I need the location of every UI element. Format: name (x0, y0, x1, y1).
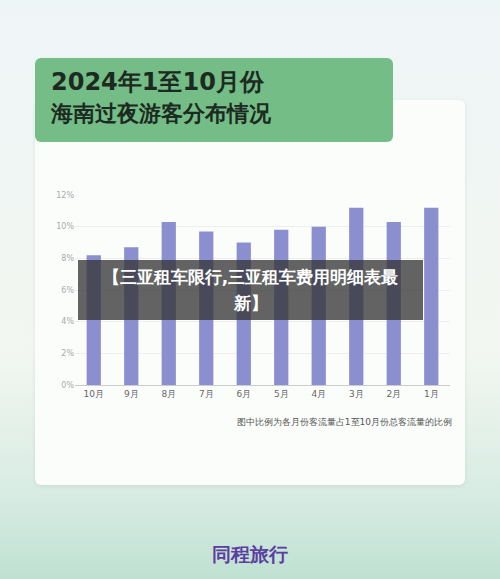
svg-text:7月: 7月 (199, 389, 214, 399)
svg-text:2月: 2月 (386, 389, 401, 399)
svg-text:6月: 6月 (236, 389, 251, 399)
svg-text:1月: 1月 (424, 389, 439, 399)
svg-text:5月: 5月 (274, 389, 289, 399)
svg-text:10月: 10月 (84, 389, 104, 399)
svg-text:10%: 10% (56, 222, 74, 231)
svg-text:4%: 4% (61, 317, 74, 326)
svg-text:4月: 4月 (311, 389, 326, 399)
html-text:2024年1至10月份: 2024年1至10月份 (51, 68, 264, 96)
svg-text:8月: 8月 (161, 389, 176, 399)
html-text:图中比例为各月份客流量占1至10月份总客流量的比例: 图中比例为各月份客流量占1至10月份总客流量的比例 (236, 417, 452, 427)
svg-text:6%: 6% (61, 286, 74, 295)
svg-text:3月: 3月 (349, 389, 364, 399)
html-text:同程旅行: 同程旅行 (212, 543, 288, 565)
svg-text:9月: 9月 (124, 389, 139, 399)
svg-text:8%: 8% (61, 254, 74, 263)
svg-text:2%: 2% (61, 349, 74, 358)
html-text:【三亚租车限行,三亚租车费用明细表最新】: 【三亚租车限行,三亚租车费用明细表最新】 (102, 267, 399, 313)
svg-text:0%: 0% (61, 381, 74, 390)
html-text:海南过夜游客分布情况: 海南过夜游客分布情况 (51, 101, 271, 126)
svg-text:12%: 12% (56, 191, 74, 200)
